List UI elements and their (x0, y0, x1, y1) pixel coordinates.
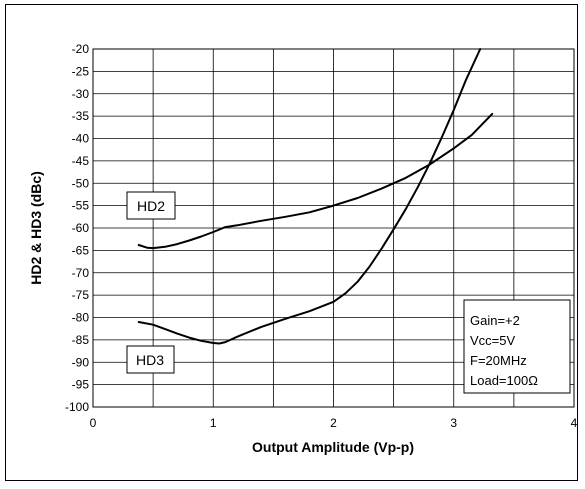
y-tick-label: -60 (72, 221, 90, 235)
x-tick-labels: 0 1 2 3 4 (90, 416, 578, 430)
x-tick-label: 0 (90, 416, 97, 430)
y-tick-label: -70 (72, 266, 90, 280)
y-axis-label: HD2 & HD3 (dBc) (28, 171, 44, 285)
y-tick-labels: -20 -25 -30 -35 -40 -45 -50 -55 -60 -65 -70 -75 -80 -… (65, 42, 89, 414)
y-tick-label: -20 (72, 42, 90, 56)
x-tick-label: 4 (571, 416, 578, 430)
y-tick-label: -30 (72, 87, 90, 101)
hd3-label-box: HD3 (126, 345, 175, 374)
y-tick-label: -85 (72, 333, 90, 347)
chart-figure: -20 -25 -30 -35 -40 -45 -50 -55 -60 -65 -70 -75 -80 -… (5, 4, 578, 481)
y-tick-label: -95 (72, 378, 90, 392)
hd2-curve (137, 112, 494, 250)
y-tick-label: -55 (72, 199, 90, 213)
y-tick-label: -45 (72, 154, 90, 168)
plot-border (92, 48, 575, 408)
y-tick-label: -75 (72, 288, 90, 302)
y-tick-label: -40 (72, 132, 90, 146)
y-tick-label: -90 (72, 355, 90, 369)
y-tick-label: -50 (72, 176, 90, 190)
hd2-label-box: HD2 (126, 191, 176, 220)
x-tick-label: 2 (330, 416, 337, 430)
annotation-frequency: F=20MHz (470, 353, 527, 368)
y-tick-label: -80 (72, 311, 90, 325)
y-tick-label: -25 (72, 64, 90, 78)
data-curves (137, 48, 494, 345)
y-tick-label: -65 (72, 243, 90, 257)
x-tick-label: 1 (210, 416, 217, 430)
x-axis-label: Output Amplitude (Vp-p) (252, 439, 414, 455)
hd3-curve (137, 48, 482, 345)
y-tick-label: -35 (72, 109, 90, 123)
annotation-load: Load=100Ω (470, 373, 538, 388)
hd3-label: HD3 (136, 352, 164, 368)
conditions-annotation-box: Gain=+2 Vcc=5V F=20MHz Load=100Ω (463, 299, 571, 394)
annotation-vcc: Vcc=5V (470, 333, 515, 348)
annotation-gain: Gain=+2 (470, 313, 520, 328)
hd2-label: HD2 (137, 198, 165, 214)
y-tick-label: -100 (65, 400, 89, 414)
hd-vs-amplitude-chart: -20 -25 -30 -35 -40 -45 -50 -55 -60 -65 -70 -75 -80 -… (28, 42, 578, 455)
x-tick-label: 3 (450, 416, 457, 430)
